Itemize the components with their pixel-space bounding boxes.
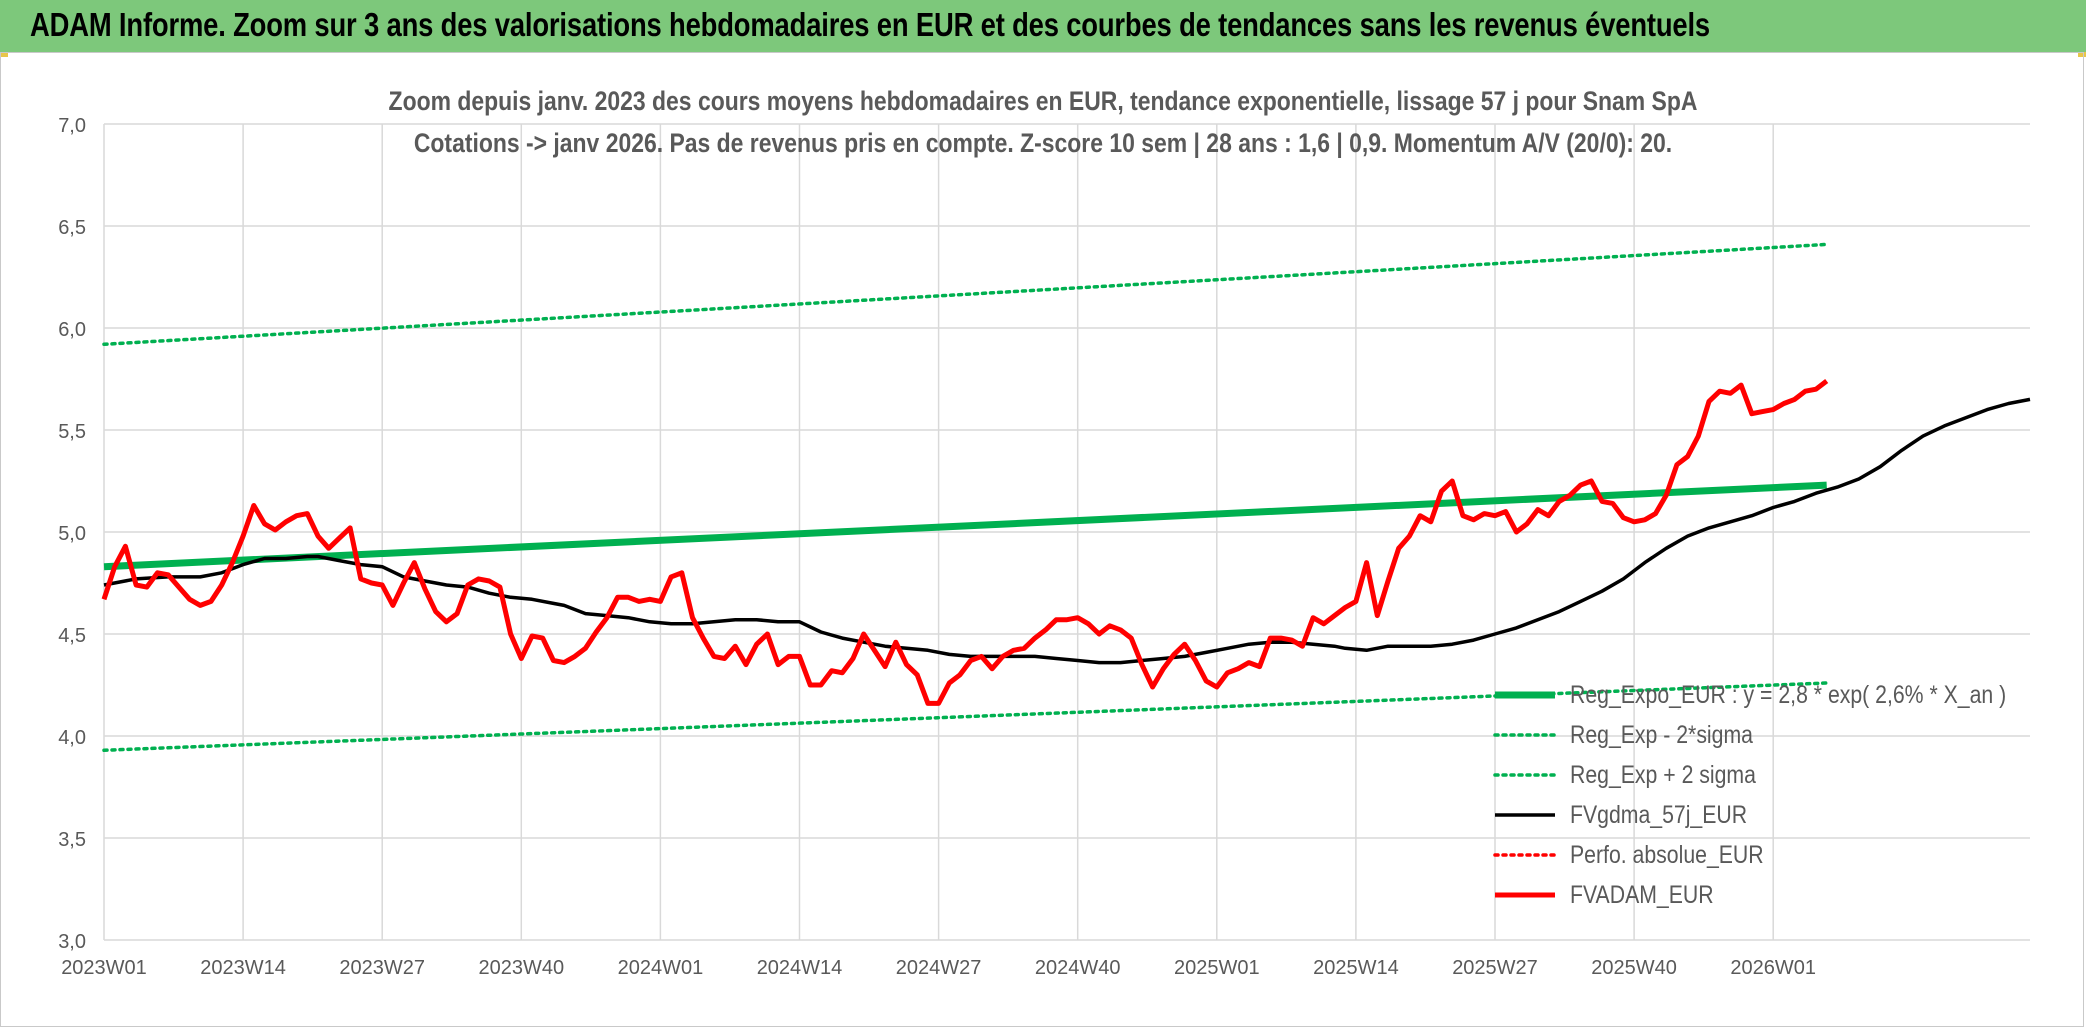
x-tick-label: 2023W01: [61, 957, 147, 979]
legend-label: FVgdma_57j_EUR: [1570, 800, 1747, 828]
reg-minus-2sigma-line: [102, 681, 1829, 753]
y-tick-label: 5,0: [58, 523, 86, 545]
x-tick-label: 2025W40: [1591, 957, 1677, 979]
reg-expo-line: [103, 481, 1827, 571]
y-tick-label: 3,5: [58, 829, 86, 851]
corner-marker: [0, 52, 8, 57]
x-axis-ticks: 2023W01 2023W14 2023W27 2023W40 2024W01 2024W…: [61, 957, 1816, 979]
y-tick-label: 3,0: [58, 931, 86, 953]
legend-label: Reg_Exp + 2 sigma: [1570, 760, 1756, 788]
x-tick-label: 2025W01: [1174, 957, 1260, 979]
x-tick-label: 2024W27: [896, 957, 982, 979]
chart-title: Zoom depuis janv. 2023 des cours moyens …: [389, 86, 1698, 116]
x-tick-label: 2024W01: [618, 957, 704, 979]
x-tick-label: 2023W14: [200, 957, 286, 979]
legend-label: Reg_Exp - 2*sigma: [1570, 720, 1753, 748]
y-tick-label: 6,5: [58, 217, 86, 239]
legend-label: FVADAM_EUR: [1570, 880, 1714, 908]
chart-subtitle: Cotations -> janv 2026. Pas de revenus p…: [414, 128, 1672, 158]
series-layer: [101, 242, 2031, 753]
reg-plus-2sigma-line: [102, 242, 1829, 347]
x-tick-label: 2024W40: [1035, 957, 1121, 979]
y-axis-ticks: 3,0 3,5 4,0 4,5 5,0 5,5 6,0 6,5 7,0: [58, 115, 86, 953]
legend-label: Reg_Expo_EUR : y = 2,8 * exp( 2,6% * X_a…: [1570, 680, 2006, 708]
page-title: ADAM Informe. Zoom sur 3 ans des valoris…: [30, 6, 1711, 43]
fvgdma-57j-line: [103, 397, 2031, 665]
y-tick-label: 7,0: [58, 115, 86, 137]
corner-marker: [2078, 52, 2086, 57]
title-banner: ADAM Informe. Zoom sur 3 ans des valoris…: [0, 0, 2086, 53]
x-tick-label: 2023W40: [478, 957, 564, 979]
y-tick-label: 5,5: [58, 421, 86, 443]
x-tick-label: 2024W14: [757, 957, 843, 979]
chart-frame: [0, 52, 2084, 1027]
y-tick-label: 4,5: [58, 625, 86, 647]
legend: Reg_Expo_EUR : y = 2,8 * exp( 2,6% * X_a…: [1493, 680, 2006, 908]
y-tick-label: 6,0: [58, 319, 86, 341]
x-tick-label: 2026W01: [1730, 957, 1816, 979]
x-tick-label: 2025W14: [1313, 957, 1399, 979]
x-tick-label: 2025W27: [1452, 957, 1538, 979]
legend-label: Perfo. absolue_EUR: [1570, 840, 1764, 868]
y-tick-label: 4,0: [58, 727, 86, 749]
fvadam-line: [101, 379, 1829, 706]
x-tick-label: 2023W27: [339, 957, 425, 979]
